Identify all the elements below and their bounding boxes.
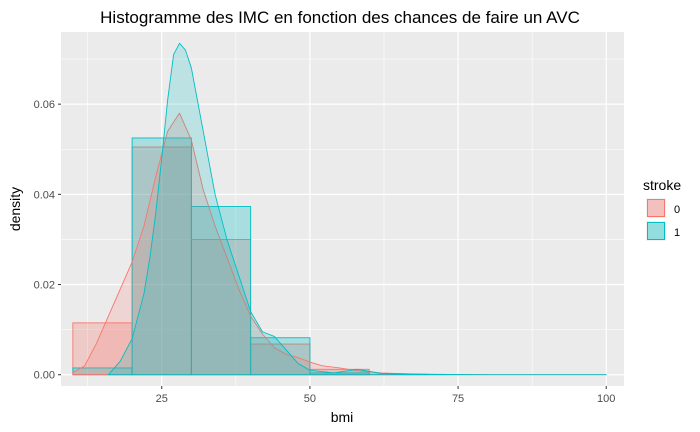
y-axis-label: density (7, 187, 23, 231)
histogram-bar-stroke-0 (190, 238, 252, 376)
x-tick-label: 25 (156, 393, 168, 405)
legend-key-bg (646, 221, 666, 241)
grid-major (61, 32, 624, 386)
x-tick-label: 50 (304, 393, 316, 405)
legend-label-0: 0 (674, 204, 680, 216)
legend: stroke 0 1 (643, 177, 681, 241)
histogram-bar-stroke-1 (250, 337, 311, 376)
histogram-bar-stroke-1 (190, 206, 252, 376)
legend-key-bg (646, 198, 666, 218)
chart-title: Histogramme des IMC en fonction des chan… (100, 8, 580, 27)
x-tick-label: 100 (597, 393, 615, 405)
legend-key-1 (647, 222, 665, 240)
x-tick-label: 75 (452, 393, 464, 405)
x-axis-label: bmi (331, 409, 354, 425)
plot-panel (61, 32, 624, 386)
y-tick-label: 0.06 (34, 99, 55, 111)
y-tick-label: 0.02 (34, 280, 55, 292)
density-layer (72, 42, 607, 376)
density-curve-stroke-1 (107, 42, 607, 376)
grid-minor (61, 32, 624, 386)
legend-title: stroke (643, 177, 681, 193)
histogram-bar-stroke-0 (131, 146, 192, 376)
histogram-bar-stroke-0 (250, 343, 311, 376)
histogram-layer (72, 137, 429, 376)
histogram-bar-stroke-0 (72, 322, 133, 376)
legend-key-0 (647, 199, 665, 217)
y-axis: 0.00 0.02 0.04 0.06 (34, 99, 61, 382)
legend-label-1: 1 (674, 227, 680, 239)
y-tick-label: 0.00 (34, 370, 55, 382)
x-axis: 25 50 75 100 (156, 386, 615, 405)
y-tick-label: 0.04 (34, 189, 55, 201)
